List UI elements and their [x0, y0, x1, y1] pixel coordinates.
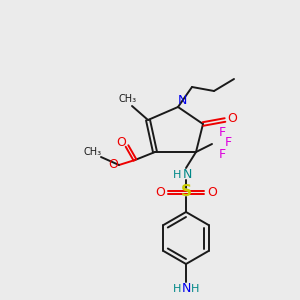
Text: CH₃: CH₃ [84, 147, 102, 157]
Text: F: F [224, 136, 232, 149]
Text: N: N [182, 169, 192, 182]
Text: S: S [181, 184, 191, 200]
Text: O: O [227, 112, 237, 125]
Text: F: F [218, 125, 226, 139]
Text: F: F [218, 148, 226, 161]
Text: O: O [155, 185, 165, 199]
Text: O: O [116, 136, 126, 148]
Text: O: O [207, 185, 217, 199]
Text: O: O [108, 158, 118, 170]
Text: H: H [173, 170, 181, 180]
Text: H: H [173, 284, 181, 294]
Text: N: N [181, 283, 191, 296]
Text: CH₃: CH₃ [119, 94, 137, 104]
Text: H: H [191, 284, 199, 294]
Text: N: N [177, 94, 187, 107]
